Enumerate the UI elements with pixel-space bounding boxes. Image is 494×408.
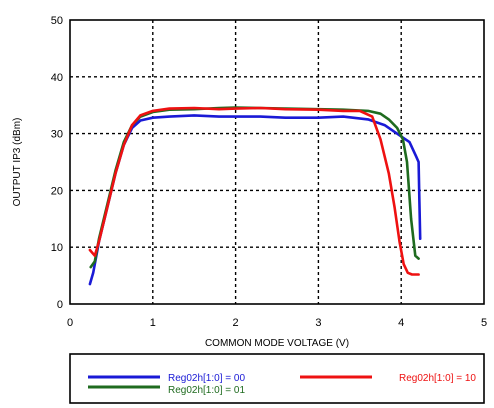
x-tick-label: 3 bbox=[315, 317, 321, 329]
series-line-2 bbox=[88, 106, 420, 276]
y-tick-label: 0 bbox=[57, 299, 63, 311]
y-tick-label: 30 bbox=[51, 129, 63, 141]
plot-frame bbox=[69, 19, 485, 305]
y-tick-label: 40 bbox=[51, 72, 63, 84]
legend-label-0: Reg02h[1:0] = 00 bbox=[168, 373, 245, 384]
y-tick-label: 10 bbox=[51, 242, 63, 254]
x-tick-label: 1 bbox=[150, 317, 156, 329]
y-tick-label: 20 bbox=[51, 185, 63, 197]
x-tick-label: 2 bbox=[233, 317, 239, 329]
x-tick-label: 0 bbox=[67, 317, 73, 329]
y-tick-label: 50 bbox=[51, 15, 63, 27]
x-tick-labels: 0 1 2 3 4 5 bbox=[67, 317, 487, 329]
legend-label-2: Reg02h[1:0] = 10 bbox=[399, 373, 476, 384]
y-axis-label: OUTPUT IP3 (dBm) bbox=[12, 118, 23, 207]
x-tick-label: 4 bbox=[398, 317, 404, 329]
series-line-0 bbox=[88, 114, 422, 286]
x-tick-label: 5 bbox=[481, 317, 487, 329]
y-tick-labels: 0 10 20 30 40 50 bbox=[51, 15, 63, 311]
x-axis-label: COMMON MODE VOLTAGE (V) bbox=[205, 338, 349, 349]
series bbox=[88, 106, 422, 286]
legend-label-1: Reg02h[1:0] = 01 bbox=[168, 385, 245, 396]
series-line-1 bbox=[89, 106, 420, 269]
grid bbox=[70, 20, 484, 304]
